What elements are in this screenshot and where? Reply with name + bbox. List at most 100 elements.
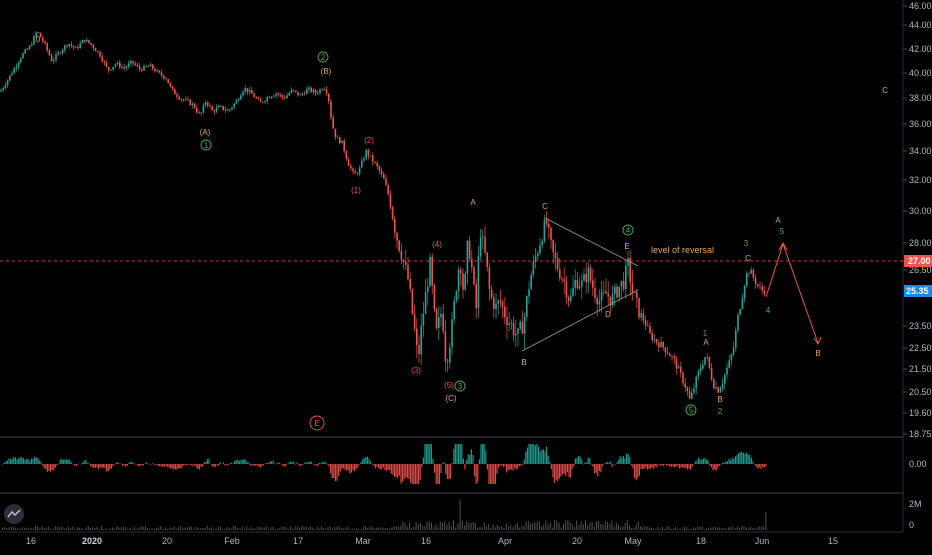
time-axis[interactable]: 16 2020 20 Feb 17 Mar 16 Apr 20 May 18 Jun 15 [0,531,903,546]
candle-body [182,99,185,101]
oscillator-bar [470,449,472,464]
volume-bar [389,528,391,530]
volume-bar [653,528,655,530]
oscillator-bar [203,461,205,464]
volume-bar [442,522,443,530]
oscillator-bar [680,464,682,468]
volume-bar [270,527,272,530]
candle-body [576,279,579,289]
oscillator-bar [474,464,476,477]
oscillator-bar [29,461,31,464]
oscillator-bar [486,464,488,470]
oscillator-bar [106,464,108,472]
volume-bar [274,528,276,530]
oscillator-bar [518,464,520,467]
volume-bar [646,526,648,530]
volume-bar [395,526,397,530]
oscillator-bar [149,464,151,465]
oscillator-bar [525,451,527,464]
volume-bar [413,526,415,530]
oscillator-bar [326,464,328,465]
price-tick-label: 46.00 [909,1,932,11]
volume-bar [156,527,157,530]
time-tick-label: 20 [162,536,172,546]
oscillator-bar [459,444,461,464]
volume-bar [79,527,80,530]
volume-bar [668,526,670,530]
volume-bar [127,528,129,530]
candle-body [251,90,253,94]
candle-body [631,282,634,293]
candle-body [365,149,367,159]
candle-body [295,90,297,92]
oscillator-bar [131,462,133,464]
candle-body [721,383,724,389]
oscillator-bar [469,454,471,464]
volume-bar [481,527,483,530]
candle-body [550,227,552,240]
oscillator-bar [352,464,354,471]
volume-bar [378,527,380,530]
candle-body [204,102,207,106]
oscillator-bar [557,464,559,482]
oscillator-bar [688,464,690,469]
volume-bar [145,526,146,530]
wave-label: (2) [364,136,374,145]
volume-bar [230,528,232,530]
oscillator-bar [125,464,127,467]
oscillator-bar [531,444,533,464]
volume-bar [479,527,481,530]
oscillator-bar [581,459,583,464]
oscillator-bar [94,464,96,468]
volume-bar [347,526,349,530]
oscillator-bar [435,464,437,484]
volume-bar [74,528,76,530]
oscillator-bar [646,464,648,470]
oscillator-bar [32,458,34,464]
volume-bar [125,527,127,530]
candle-body [352,168,354,172]
oscillator-bar [282,464,284,466]
candle-body [684,383,686,388]
candle-body [607,293,609,297]
oscillator-bar [589,458,591,464]
oscillator-bar [96,464,98,468]
oscillator-bar [482,444,484,464]
oscillator-bar [618,459,620,464]
oscillator-bar [360,461,362,464]
oscillator-bar [190,464,192,466]
oscillator-bar [70,462,72,464]
oscillator-bar [317,464,319,467]
volume-bar [171,527,173,530]
candle-body [418,344,420,355]
oscillator-bar [306,462,308,464]
oscillator-bar [242,459,244,464]
oscillator-bar [750,457,752,464]
volume-bar [499,526,501,530]
oscillator-bar [283,464,285,467]
candle-body [567,297,570,301]
tradingview-logo-icon[interactable] [4,504,24,524]
oscillator-bar [30,458,32,464]
oscillator-bar [546,446,548,464]
volume-bar [455,527,457,530]
candle-body [123,67,125,69]
oscillator-bar [568,464,570,478]
candle-body [209,105,211,107]
candle-body [457,269,460,292]
price-axis[interactable]: 46.00 44.00 42.00 40.00 38.00 36.00 34.00 32.00… [903,1,932,530]
candle-body [44,41,46,44]
volume-panel [2,500,767,530]
candle-body [213,110,216,112]
candle-body [321,89,323,91]
candle-body [556,258,559,270]
oscillator-bar [749,454,751,464]
oscillator-bar [397,464,399,479]
oscillator-bar [278,462,280,464]
candle-body [92,44,95,49]
oscillator-bar [155,464,157,465]
oscillator-bar [350,464,352,473]
time-tick-label: 20 [572,536,582,546]
